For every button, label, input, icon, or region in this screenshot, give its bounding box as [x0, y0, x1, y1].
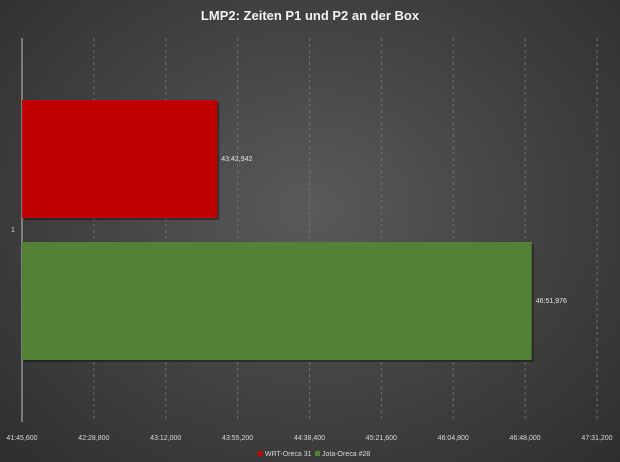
category-label: 1	[11, 227, 15, 234]
bar-wrt-oreca-31	[22, 100, 218, 218]
x-tick-label: 43:55,200	[222, 435, 253, 442]
x-axis-ticks: 41:45,600 42:28,800 43:12,000 43:55,200 44:3…	[6, 435, 612, 442]
legend-label: WRT-Oreca 31	[265, 451, 312, 458]
x-tick-label: 43:12,000	[150, 435, 181, 442]
x-tick-label: 47:31,200	[581, 435, 612, 442]
data-labels: 43:42,942 46:51,976	[221, 156, 567, 305]
grid	[21, 38, 598, 422]
legend: WRT-Oreca 31 Jota-Oreca #28	[258, 451, 370, 458]
legend-label: Jota-Oreca #28	[322, 451, 370, 458]
x-tick-label: 46:48,000	[510, 435, 541, 442]
legend-swatch	[258, 451, 263, 456]
x-tick-label: 42:28,800	[78, 435, 109, 442]
x-tick-label: 41:45,600	[6, 435, 37, 442]
data-label: 46:51,976	[536, 298, 567, 305]
data-label: 43:42,942	[221, 156, 252, 163]
bars	[22, 100, 534, 362]
x-tick-label: 46:04,800	[438, 435, 469, 442]
x-tick-label: 45:21,600	[366, 435, 397, 442]
x-tick-label: 44:38,400	[294, 435, 325, 442]
legend-swatch	[315, 451, 320, 456]
bar-jota-oreca-28	[22, 242, 532, 360]
category-labels: 1	[11, 227, 15, 234]
chart-title: LMP2: Zeiten P1 und P2 an der Box	[201, 8, 420, 23]
